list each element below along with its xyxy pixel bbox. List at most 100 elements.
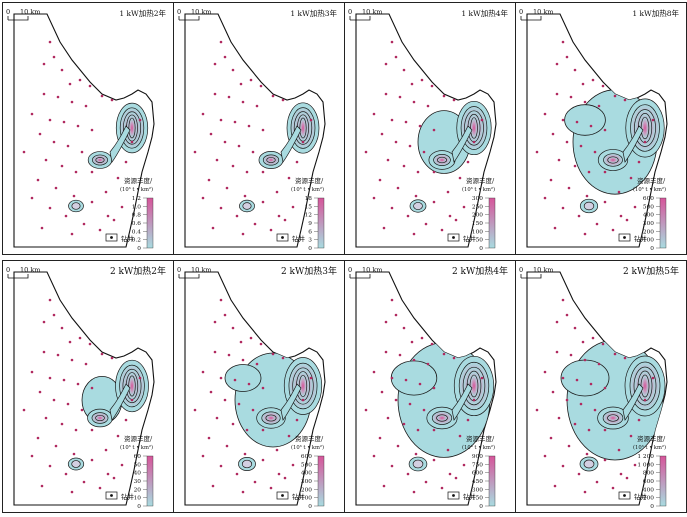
well-point — [412, 490, 416, 494]
contour-ne — [640, 374, 650, 398]
well-point — [54, 444, 58, 448]
well-point — [472, 398, 476, 402]
legend-tick-label: 0 — [479, 246, 483, 252]
well-point — [364, 150, 368, 154]
well-point — [597, 362, 601, 366]
well-point — [30, 370, 34, 374]
well-point — [90, 128, 94, 132]
contour-tail — [451, 383, 473, 421]
anomaly-zones — [239, 102, 320, 213]
scale-bar-line — [178, 16, 200, 21]
well-point — [404, 120, 408, 124]
legend-tick-label: 40 — [134, 471, 142, 477]
well-point — [219, 118, 223, 122]
well-point — [42, 350, 46, 354]
well-point — [378, 436, 382, 440]
legend-tick-label: 100 — [643, 238, 654, 244]
scale-label-zero: 0 — [6, 266, 10, 274]
well-point — [565, 55, 569, 59]
well-point — [424, 480, 428, 484]
well-point — [583, 100, 587, 104]
well-point — [551, 390, 555, 394]
legend-tick-label: 6 — [308, 229, 312, 235]
well-legend-label: 钻井 — [634, 492, 648, 501]
legend-tick-label: 600 — [643, 479, 654, 485]
well-point — [587, 428, 591, 432]
well-point — [412, 100, 416, 104]
well-point — [442, 352, 446, 356]
well-point — [88, 84, 92, 88]
well-point — [466, 160, 470, 164]
well-point — [54, 186, 58, 190]
well-point — [104, 190, 108, 194]
well-point — [589, 124, 593, 128]
panel-title: 2 kW加热2年 — [110, 265, 166, 277]
scale-label-zero: 0 — [6, 8, 10, 16]
well-point — [402, 422, 406, 426]
well-point — [225, 444, 229, 448]
well-point — [575, 120, 579, 124]
legend-title: 资源丰度/ — [637, 176, 666, 185]
well-point — [227, 95, 231, 99]
well-point — [384, 320, 388, 324]
well-point — [386, 158, 390, 162]
well-point — [213, 62, 217, 66]
well-point — [633, 463, 637, 467]
well-point — [193, 408, 197, 412]
legend-tick-label: 500 — [301, 462, 312, 468]
legend-tick-label: 600 — [643, 196, 654, 202]
well-point — [40, 484, 44, 488]
well-point — [603, 386, 607, 390]
contour-ne — [299, 117, 307, 139]
well-point — [271, 94, 275, 98]
well-point — [567, 186, 571, 190]
well-point — [432, 128, 436, 132]
well-point — [466, 418, 470, 422]
anomaly-zone-west — [224, 364, 262, 392]
well-point — [70, 358, 74, 362]
contour-tail — [622, 383, 644, 421]
well-point — [22, 408, 26, 412]
well-point — [414, 452, 418, 456]
legend-tick-label: 0 — [137, 246, 141, 252]
well-legend: 钻井 — [447, 491, 477, 501]
well-point — [651, 118, 655, 122]
well-point — [249, 78, 253, 82]
well-point — [219, 206, 223, 210]
well-legend: 钻井 — [105, 491, 135, 501]
well-point — [617, 190, 621, 194]
well-point — [408, 144, 412, 148]
well-point — [231, 68, 235, 72]
well-point — [283, 218, 287, 222]
well-point — [225, 186, 229, 190]
well-point — [372, 112, 376, 116]
legend-tick-label: 500 — [643, 204, 654, 210]
well-point — [543, 454, 547, 458]
well-point — [98, 228, 102, 232]
well-point — [364, 408, 368, 412]
well-point — [549, 436, 553, 440]
well-point — [235, 214, 239, 218]
well-point — [209, 390, 213, 394]
well-point — [255, 362, 259, 366]
basin-outline — [13, 271, 155, 506]
wells — [364, 298, 484, 494]
well-point — [619, 214, 623, 218]
well-point — [90, 428, 94, 432]
anomaly-zone-west — [390, 360, 438, 396]
contour-tail — [280, 383, 302, 421]
wells — [193, 40, 313, 236]
legend-tick-label: 0.6 — [132, 221, 142, 227]
well-point — [72, 194, 76, 198]
well-point — [72, 452, 76, 456]
well-point — [575, 378, 579, 382]
well-point — [239, 340, 243, 344]
legend-tick-label: 0 — [479, 504, 483, 510]
well-legend: 钻井 — [618, 491, 648, 501]
well-point — [231, 164, 235, 168]
legend-tick-label: 3 — [308, 238, 312, 244]
contour-south — [583, 459, 595, 469]
well-point — [259, 84, 263, 88]
